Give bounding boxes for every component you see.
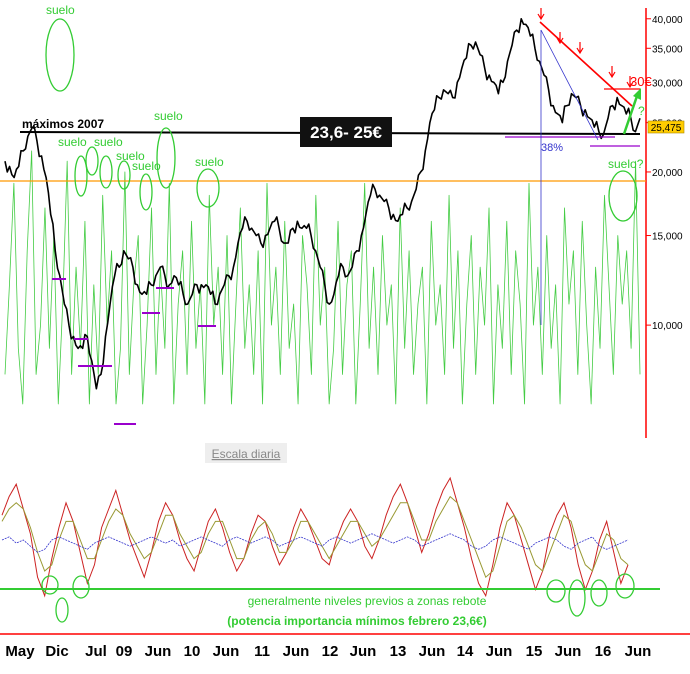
y-tick-label: 20,000 [652, 168, 683, 179]
retracement-line-2 [540, 29, 599, 141]
red-arrows [537, 8, 634, 89]
x-tick-label: Jun [283, 643, 310, 660]
y-tick-label: 15,000 [652, 232, 683, 243]
scale-label: Escala diaria [212, 447, 281, 461]
y-tick-label: 35,000 [652, 44, 683, 55]
red-arrow-2 [556, 32, 564, 45]
osc-note-1: generalmente niveles previos a zonas reb… [248, 594, 487, 608]
suelo-circle [139, 173, 153, 211]
oscillator-series-line [1, 476, 629, 598]
x-tick-label: May [5, 643, 35, 660]
x-tick-label: 13 [390, 643, 407, 660]
suelo-circle [196, 168, 220, 208]
oscillator-series-line [1, 495, 629, 579]
osc-circle [546, 579, 566, 603]
green-arrow-line [622, 95, 639, 135]
x-tick-label: Jun [145, 643, 172, 660]
zone-label: 23,6- 25€ [310, 123, 382, 142]
x-tick-label: 14 [457, 643, 474, 660]
suelo-label: suelo [116, 149, 145, 163]
red-arrow-1 [537, 8, 545, 21]
resistance-trendline [539, 21, 633, 107]
osc-circle [55, 597, 69, 623]
suelo-label: suelo [132, 159, 161, 173]
suelo-circles [45, 18, 638, 222]
price-series-line [4, 17, 641, 390]
annotation-target: 30€ [630, 74, 652, 89]
osc-circle [615, 573, 635, 599]
y-tick-label: 10,000 [652, 321, 683, 332]
suelo-circle [117, 160, 131, 190]
x-tick-label: Jun [625, 643, 652, 660]
annotation-max-2007: máximos 2007 [22, 117, 104, 131]
osc-circle [568, 579, 586, 617]
x-tick-label: Jun [555, 643, 582, 660]
x-tick-label: Jun [419, 643, 446, 660]
x-tick-label: 10 [184, 643, 201, 660]
suelo-circle [45, 18, 75, 92]
x-tick-label: 16 [595, 643, 612, 660]
suelo-circle [99, 155, 113, 189]
x-tick-label: Jun [213, 643, 240, 660]
red-arrow-5 [626, 76, 634, 89]
y-tick-label: 30,000 [652, 78, 683, 89]
suelo-circle [74, 155, 88, 197]
suelo-label: suelo [46, 3, 75, 17]
y-tick-label: 40,000 [652, 15, 683, 26]
annotation-question: ? [638, 104, 645, 118]
red-arrow-3 [576, 42, 584, 55]
x-tick-label: Jun [350, 643, 377, 660]
green-arrow-head [633, 88, 641, 100]
x-tick-label: 11 [254, 643, 270, 660]
x-tick-label: Jul [85, 643, 107, 660]
suelo-label: suelo [58, 135, 87, 149]
suelo-label: suelo [195, 155, 224, 169]
x-tick-label: 09 [116, 643, 133, 660]
annotation-pct: 38% [541, 142, 563, 154]
scale-label-box [205, 443, 287, 463]
price-badge-box [647, 120, 685, 134]
suelo-circle [156, 127, 176, 189]
oscillator-circles [41, 573, 635, 623]
oscillator-panel [1, 476, 629, 598]
suelo-label: suelo [154, 109, 183, 123]
volume-series-line [4, 150, 641, 405]
red-arrow-4 [608, 66, 616, 79]
suelo-label: suelo [94, 135, 123, 149]
osc-circle [72, 575, 90, 599]
oscillator-series-line [1, 533, 629, 553]
x-tick-label: 15 [526, 643, 543, 660]
osc-note-2: (potencia importancia mínimos febrero 23… [227, 614, 486, 628]
zone-label-box [300, 117, 392, 147]
price-badge: 25,475 [651, 123, 682, 134]
osc-circle [590, 579, 608, 607]
suelo-labels: suelo suelo suelo suelo suelo suelo suel… [46, 3, 644, 173]
suelo-circle [608, 170, 638, 222]
x-tick-label: 12 [322, 643, 339, 660]
osc-circle [41, 575, 59, 595]
x-tick-label: Dic [45, 643, 68, 660]
suelo-question-label: suelo? [608, 157, 644, 171]
suelo-circle [85, 146, 99, 176]
purple-marks [52, 278, 216, 425]
x-tick-label: Jun [486, 643, 513, 660]
